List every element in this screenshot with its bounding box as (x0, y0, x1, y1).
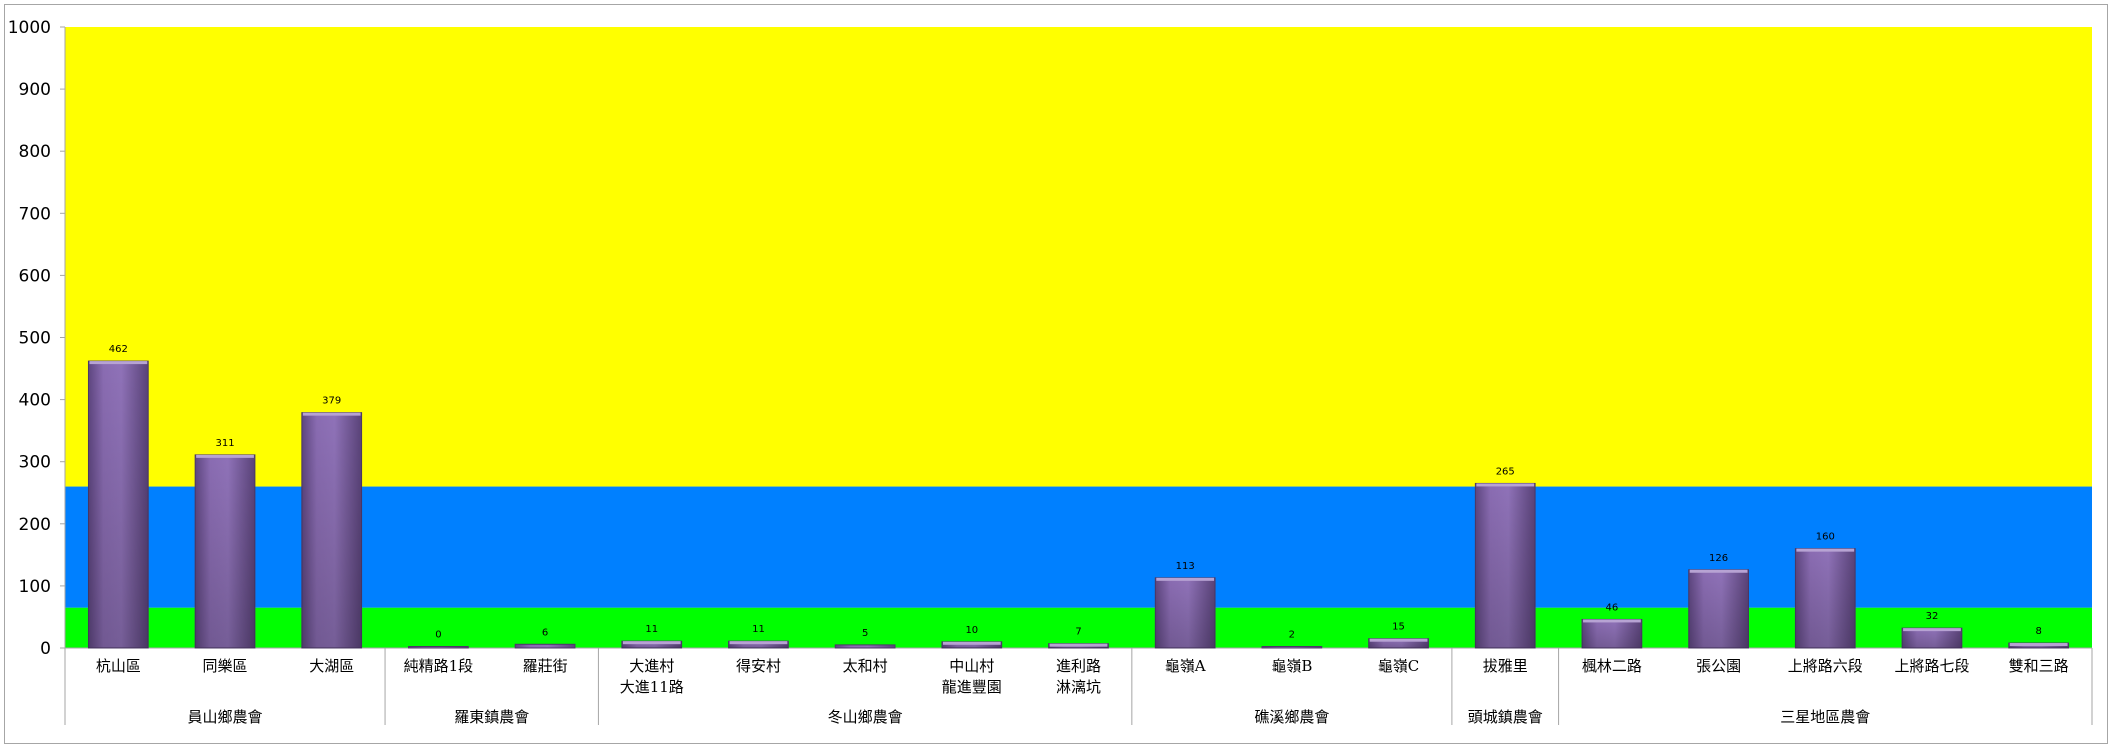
category-label: 太和村 (843, 657, 888, 675)
bar-value-label: 462 (109, 344, 128, 355)
group-label: 頭城鎮農會 (1468, 708, 1543, 725)
bar-value-label: 11 (645, 624, 658, 635)
bar-shade (621, 641, 682, 648)
bar (1261, 646, 1323, 649)
bar-value-label: 6 (542, 627, 548, 638)
bar-value-label: 379 (322, 396, 341, 407)
bar-value-label: 126 (1709, 553, 1728, 564)
labels: 462杭山區311同樂區379大湖區0純精路1段6羅莊街11大進村大進11路11… (96, 344, 2069, 725)
y-tick-label: 100 (19, 577, 51, 597)
y-tick-label: 800 (19, 142, 51, 162)
group-label: 礁溪鄉農會 (1254, 708, 1329, 725)
y-tick-label: 500 (19, 329, 51, 349)
bar-value-label: 5 (862, 628, 868, 639)
category-label: 上將路六段 (1788, 657, 1863, 675)
bar-value-label: 113 (1176, 561, 1195, 572)
bar-value-label: 0 (435, 630, 441, 641)
background-bands (65, 27, 2092, 648)
bar-value-label: 2 (1289, 630, 1295, 641)
category-label: 大進村 (629, 657, 674, 675)
bar-shade (1475, 483, 1536, 648)
category-label: 楓林二路 (1582, 657, 1642, 675)
background-band-2 (65, 27, 2092, 487)
bar-shade (88, 361, 149, 648)
bar-top-highlight (942, 641, 1001, 645)
group-label: 羅東鎮農會 (454, 708, 529, 725)
bar-shade (301, 412, 362, 648)
bar-shade (1902, 628, 1962, 648)
group-label: 三星地區農會 (1780, 708, 1870, 725)
bar-value-label: 46 (1606, 602, 1619, 613)
bar-top-highlight (1049, 643, 1108, 647)
bar-value-label: 15 (1392, 622, 1405, 633)
category-label: 進利路 (1056, 657, 1101, 675)
bar-shade (1582, 619, 1642, 648)
background-band-1 (65, 486, 2092, 608)
bar (514, 643, 576, 649)
category-label: 杭山區 (96, 657, 141, 675)
bar-value-label: 7 (1075, 627, 1081, 638)
category-label: 龍進豐園 (942, 678, 1002, 696)
bars (87, 360, 2070, 649)
group-label: 冬山鄉農會 (828, 708, 903, 725)
bar (834, 644, 896, 649)
bar-value-label: 32 (1926, 611, 1939, 622)
bar-value-label: 265 (1496, 466, 1515, 477)
category-label: 大進11路 (620, 678, 684, 696)
bar (408, 646, 469, 649)
bar-top-highlight (1796, 548, 1855, 552)
bar-top-highlight (622, 641, 681, 645)
bar-value-label: 10 (965, 625, 978, 636)
bar-shade (1155, 577, 1216, 648)
category-label: 張公園 (1696, 657, 1741, 675)
category-label: 龜嶺A (1165, 657, 1206, 675)
category-label: 拔雅里 (1483, 657, 1528, 675)
bar-top-highlight (1369, 638, 1428, 642)
category-label: 羅莊街 (523, 657, 568, 675)
bar-top-highlight (2009, 643, 2068, 647)
bar-top-highlight (196, 454, 254, 458)
y-tick-label: 900 (19, 80, 51, 100)
category-label: 同樂區 (203, 657, 248, 675)
category-label: 純精路1段 (404, 657, 474, 675)
bar-top-highlight (729, 641, 788, 645)
category-label: 淋漓坑 (1056, 678, 1101, 696)
y-tick-label: 300 (19, 453, 51, 473)
y-tick-label: 600 (19, 266, 51, 286)
y-tick-label: 700 (19, 204, 51, 224)
bar-shade (1688, 569, 1749, 648)
category-label: 龜嶺B (1271, 657, 1312, 675)
bar-shade (1368, 638, 1429, 648)
bar-top-highlight (1689, 569, 1748, 573)
bar-top-highlight (1903, 628, 1961, 632)
y-tick-label: 1000 (8, 18, 51, 38)
background-band-0 (65, 607, 2092, 648)
category-label: 上將路七段 (1894, 657, 1969, 675)
y-tick-label: 0 (40, 639, 51, 659)
category-label: 中山村 (949, 657, 994, 675)
y-tick-label: 200 (19, 515, 51, 535)
category-label: 大湖區 (309, 657, 354, 675)
bar-shade (941, 641, 1002, 648)
bar-top-highlight (1156, 577, 1215, 581)
category-label: 得安村 (736, 657, 781, 675)
bar-shade (728, 641, 789, 648)
bar-shade (1795, 548, 1856, 648)
bar-value-label: 311 (215, 438, 234, 449)
bar-value-label: 8 (2035, 626, 2041, 637)
bar-top-highlight (302, 412, 361, 416)
category-label: 龜嶺C (1378, 657, 1419, 675)
bar-shade (195, 454, 255, 648)
bar-value-label: 160 (1816, 532, 1835, 543)
bar-top-highlight (1583, 619, 1641, 623)
y-tick-label: 400 (19, 391, 51, 411)
group-label: 員山鄉農會 (188, 708, 263, 725)
category-label: 雙和三路 (2009, 657, 2069, 675)
bar-top-highlight (89, 361, 148, 365)
bar-top-highlight (1476, 483, 1535, 487)
bar-value-label: 11 (752, 624, 765, 635)
